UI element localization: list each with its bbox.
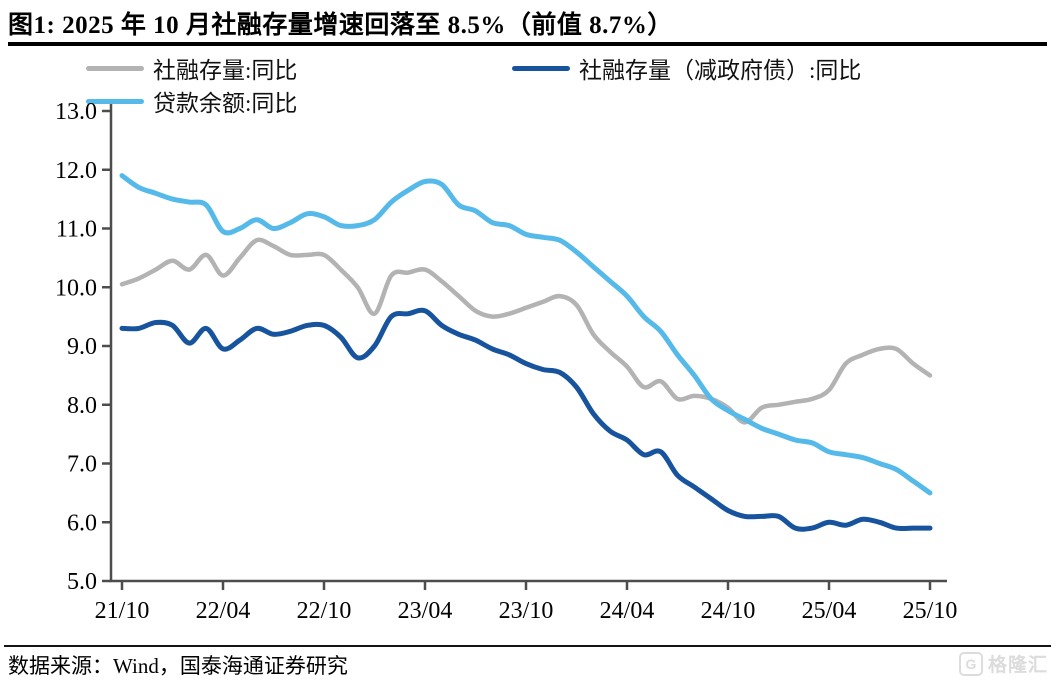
legend-item-tsf-ex-govt-bonds: 社融存量（减政府债）:同比 <box>512 54 862 83</box>
gray-line-swatch <box>86 65 144 71</box>
series-line-1 <box>119 173 933 496</box>
gelonghui-logo-text: 格隆汇 <box>987 655 1048 676</box>
series-line-0 <box>119 237 933 425</box>
x-tick-label: 22/10 <box>297 598 352 624</box>
footer-divider <box>4 645 1051 647</box>
gelonghui-logo-icon: G <box>958 651 983 676</box>
y-tick-label: 7.0 <box>67 452 97 478</box>
series-line-2 <box>119 307 933 532</box>
legend-label: 贷款余额:同比 <box>153 91 298 116</box>
x-tick-label: 23/10 <box>499 598 554 624</box>
x-tick-label: 23/04 <box>398 598 453 624</box>
y-tick-label: 9.0 <box>67 334 97 360</box>
data-source-note: 数据来源：Wind，国泰海通证券研究 <box>8 654 348 678</box>
y-tick-label: 12.0 <box>55 158 97 184</box>
y-tick-label: 6.0 <box>67 510 97 536</box>
x-tick-label: 25/04 <box>802 598 857 624</box>
dark-blue-line-swatch <box>512 65 570 71</box>
y-tick-label: 11.0 <box>56 217 97 243</box>
x-tick-label: 22/04 <box>196 598 251 624</box>
y-tick-label: 13.0 <box>55 99 97 125</box>
y-tick-label: 10.0 <box>55 275 97 301</box>
x-tick-label: 25/10 <box>903 598 958 624</box>
title-underline <box>8 42 1047 46</box>
x-tick-label: 21/10 <box>95 598 150 624</box>
legend-item-loan-balance: 贷款余额:同比 <box>86 87 298 116</box>
x-tick-label: 24/04 <box>600 598 655 624</box>
gelonghui-watermark: G 格隆汇 <box>958 650 1048 677</box>
chart-title: 图1: 2025 年 10 月社融存量增速回落至 8.5%（前值 8.7%） <box>8 12 673 39</box>
x-tick-label: 24/10 <box>701 598 756 624</box>
legend-item-tsf-stock: 社融存量:同比 <box>86 54 298 83</box>
y-tick-label: 8.0 <box>67 393 97 419</box>
y-tick-label: 5.0 <box>67 569 97 595</box>
legend-label: 社融存量:同比 <box>153 58 298 83</box>
legend-label: 社融存量（减政府债）:同比 <box>579 58 862 83</box>
light-blue-line-swatch <box>86 98 144 104</box>
